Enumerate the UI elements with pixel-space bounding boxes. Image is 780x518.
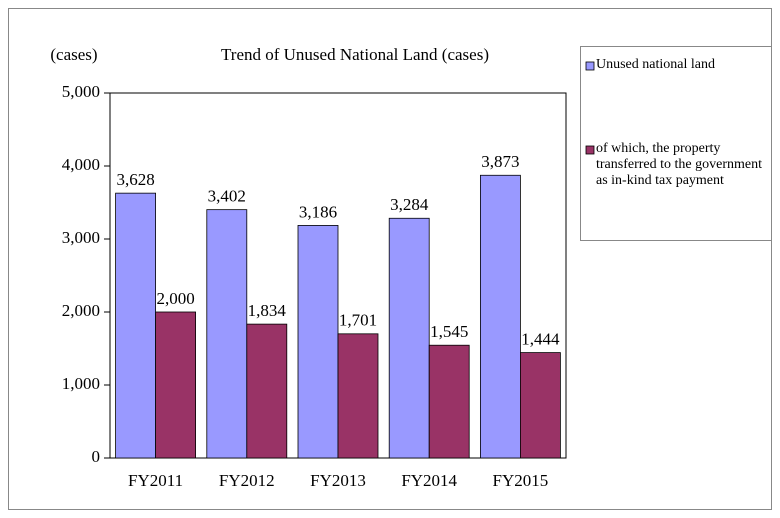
x-tick-label: FY2011 <box>128 471 183 490</box>
value-label: 3,628 <box>116 170 154 189</box>
legend-label-box: of which, the property transferred to th… <box>596 141 762 188</box>
y-tick-label: 5,000 <box>62 82 100 101</box>
y-tick-label: 0 <box>92 447 101 466</box>
bar <box>520 352 561 459</box>
value-label: 1,834 <box>248 301 287 320</box>
bar <box>155 311 197 459</box>
legend-swatch <box>585 145 595 155</box>
value-label: 1,444 <box>521 329 560 348</box>
x-tick-label: FY2015 <box>493 471 549 490</box>
value-label: 1,545 <box>430 322 468 341</box>
bar <box>206 209 248 459</box>
y-tick-label: 4,000 <box>62 155 100 174</box>
legend-label-box: Unused national land <box>596 57 715 72</box>
bar <box>388 217 430 459</box>
value-label: 3,873 <box>481 152 519 171</box>
y-tick-label: 1,000 <box>62 374 100 393</box>
bar <box>479 174 521 459</box>
value-label: 3,284 <box>390 195 429 214</box>
x-tick-label: FY2013 <box>310 471 366 490</box>
bar <box>246 323 288 459</box>
bar <box>337 333 379 459</box>
value-label: 2,000 <box>156 289 194 308</box>
legend-swatch <box>585 61 595 71</box>
y-axis-label: (cases) <box>50 45 97 64</box>
bar <box>428 344 470 459</box>
bar <box>297 225 339 459</box>
x-tick-label: FY2014 <box>401 471 457 490</box>
y-tick-label: 3,000 <box>62 228 100 247</box>
chart-title: Trend of Unused National Land (cases) <box>221 45 489 64</box>
legend-label: Unused national land <box>596 57 715 72</box>
bar <box>115 192 156 459</box>
value-label: 3,402 <box>208 187 246 206</box>
value-label: 1,701 <box>339 311 377 330</box>
y-tick-label: 2,000 <box>62 301 100 320</box>
legend <box>580 46 772 241</box>
legend-label: of which, the property transferred to th… <box>596 141 762 188</box>
x-tick-label: FY2012 <box>219 471 275 490</box>
value-label: 3,186 <box>299 202 337 221</box>
